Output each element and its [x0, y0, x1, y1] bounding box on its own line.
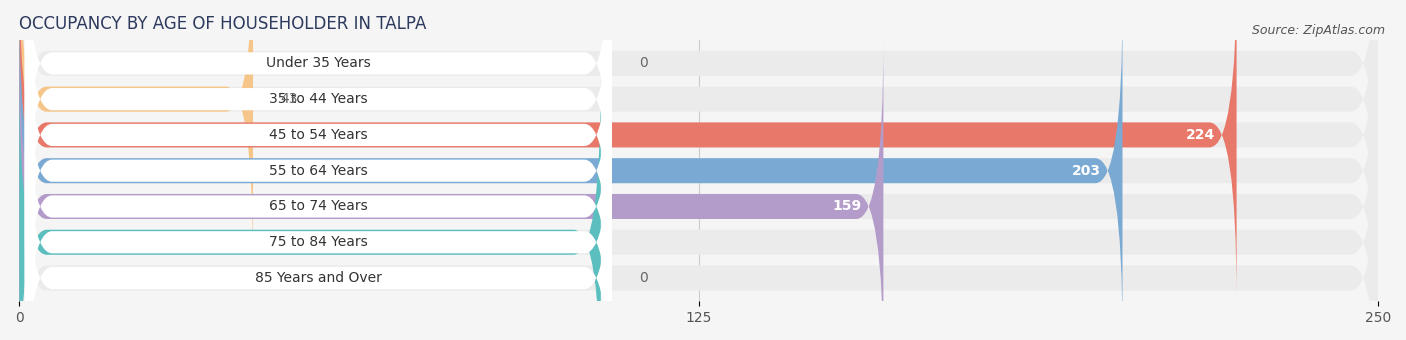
- Text: Under 35 Years: Under 35 Years: [266, 56, 371, 70]
- Text: 85 Years and Over: 85 Years and Over: [254, 271, 381, 285]
- Text: OCCUPANCY BY AGE OF HOUSEHOLDER IN TALPA: OCCUPANCY BY AGE OF HOUSEHOLDER IN TALPA: [20, 15, 427, 33]
- Text: Source: ZipAtlas.com: Source: ZipAtlas.com: [1251, 24, 1385, 37]
- Text: 0: 0: [638, 56, 648, 70]
- FancyBboxPatch shape: [25, 39, 612, 340]
- FancyBboxPatch shape: [25, 74, 612, 340]
- FancyBboxPatch shape: [20, 112, 1378, 340]
- Text: 55 to 64 Years: 55 to 64 Years: [269, 164, 367, 178]
- FancyBboxPatch shape: [20, 4, 1122, 337]
- Text: 43: 43: [280, 92, 298, 106]
- Text: 107: 107: [550, 235, 579, 249]
- FancyBboxPatch shape: [20, 0, 1378, 266]
- Text: 159: 159: [832, 200, 862, 214]
- FancyBboxPatch shape: [20, 0, 1237, 301]
- Text: 224: 224: [1185, 128, 1215, 142]
- FancyBboxPatch shape: [20, 76, 1378, 340]
- FancyBboxPatch shape: [20, 4, 1378, 337]
- Text: 203: 203: [1071, 164, 1101, 178]
- Text: 0: 0: [638, 271, 648, 285]
- FancyBboxPatch shape: [25, 110, 612, 340]
- FancyBboxPatch shape: [25, 3, 612, 339]
- Text: 65 to 74 Years: 65 to 74 Years: [269, 200, 367, 214]
- Text: 75 to 84 Years: 75 to 84 Years: [269, 235, 367, 249]
- FancyBboxPatch shape: [20, 0, 1378, 230]
- FancyBboxPatch shape: [20, 0, 253, 266]
- FancyBboxPatch shape: [20, 0, 1378, 301]
- FancyBboxPatch shape: [25, 0, 612, 267]
- FancyBboxPatch shape: [20, 40, 883, 340]
- Text: 45 to 54 Years: 45 to 54 Years: [269, 128, 367, 142]
- FancyBboxPatch shape: [25, 0, 612, 303]
- Text: 35 to 44 Years: 35 to 44 Years: [269, 92, 367, 106]
- FancyBboxPatch shape: [20, 76, 600, 340]
- FancyBboxPatch shape: [20, 40, 1378, 340]
- FancyBboxPatch shape: [25, 0, 612, 231]
